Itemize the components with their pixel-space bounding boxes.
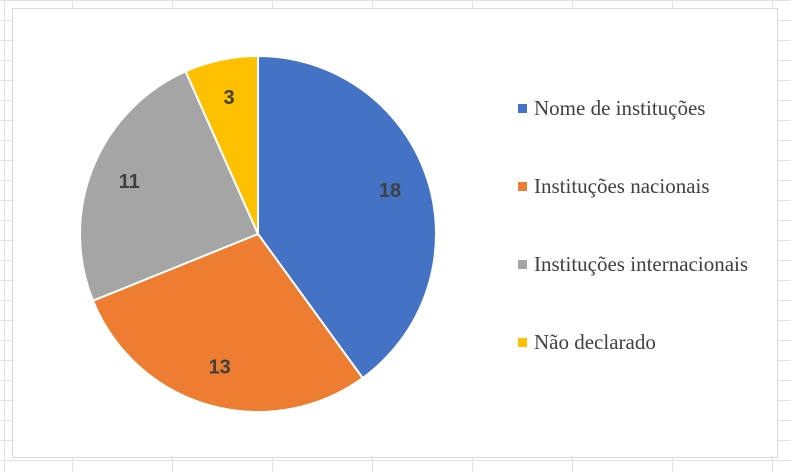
- legend-label: Instituções internacionais: [534, 252, 749, 276]
- data-label-instituicoes-nacionais: 13: [209, 357, 231, 379]
- data-label-nome-de-instituicoes: 18: [379, 180, 401, 202]
- legend-item-instituicoes-internacionais: Instituções internacionais: [518, 252, 778, 330]
- legend-label: Nome de instituções: [534, 96, 706, 120]
- legend-swatch: [518, 260, 527, 269]
- legend-swatch: [518, 182, 527, 191]
- data-label-instituicoes-internacionais: 11: [119, 171, 140, 193]
- legend-label: Não declarado: [534, 330, 656, 354]
- pie-slice-nome-de-instituicoes[interactable]: [257, 55, 437, 380]
- legend-item-instituicoes-nacionais: Instituções nacionais: [518, 174, 778, 252]
- pie-slice-instituicoes-nacionais[interactable]: [91, 233, 364, 413]
- legend: Nome de instituções Instituções nacionai…: [518, 96, 778, 408]
- pie-slice-instituicoes-internacionais[interactable]: [79, 70, 259, 302]
- pie-slice-nao-declarado[interactable]: [184, 55, 259, 235]
- legend-swatch: [518, 104, 527, 113]
- data-label-nao-declarado: 3: [224, 87, 235, 109]
- legend-swatch: [518, 338, 527, 347]
- legend-item-nome-de-instituicoes: Nome de instituções: [518, 96, 778, 174]
- legend-label: Instituções nacionais: [534, 174, 710, 198]
- legend-item-nao-declarado: Não declarado: [518, 330, 778, 408]
